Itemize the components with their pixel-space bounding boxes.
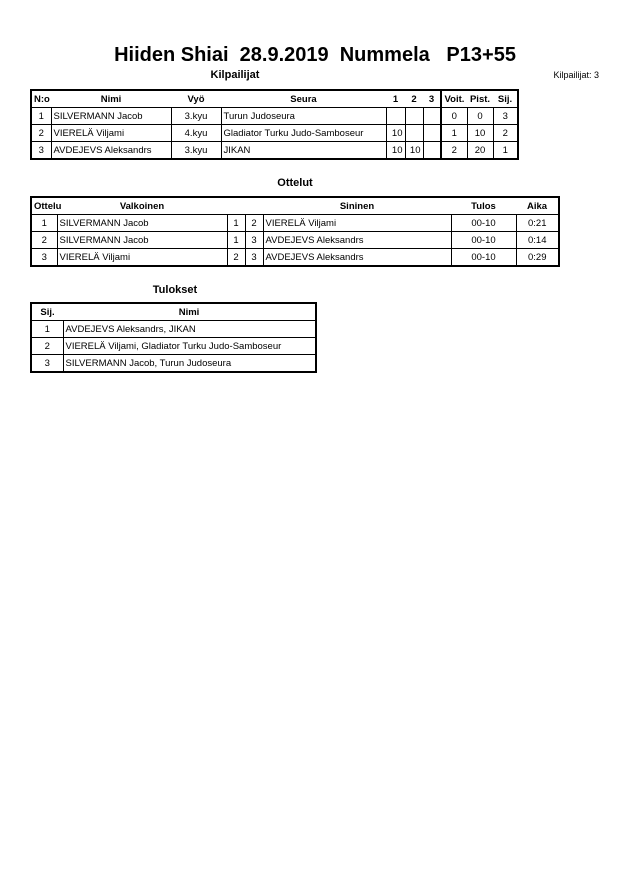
table-cell: SILVERMANN Jacob <box>56 214 228 232</box>
column-header: Valkoinen <box>119 200 165 212</box>
table-cell: 2 <box>492 124 519 142</box>
table-cell: 0 <box>440 107 468 125</box>
table-cell: AVDEJEVS Aleksandrs <box>262 231 452 249</box>
column-header: Nimi <box>100 93 122 105</box>
table-cell: 2 <box>30 231 58 249</box>
table-cell: 0:14 <box>515 231 560 249</box>
table-cell: JIKAN <box>220 141 387 160</box>
page-title: Hiiden Shiai 28.9.2019 Nummela P13+55 <box>114 44 516 66</box>
matches-heading: Ottelut <box>277 177 313 189</box>
column-header: 3 <box>428 93 435 105</box>
table-cell <box>404 124 424 142</box>
competitors-heading: Kilpailijat <box>210 69 260 81</box>
table-cell <box>404 107 424 125</box>
table-cell: AVDEJEVS Aleksandrs, JIKAN <box>62 320 317 338</box>
table-cell: 3 <box>244 231 264 249</box>
table-cell: 1 <box>226 214 246 232</box>
table-cell <box>422 124 442 142</box>
table-row: 3 AVDEJEVS Aleksandrs 3.kyu JIKAN 10 10 2 20 1 <box>30 141 519 160</box>
table-cell: VIERELÄ Viljami, Gladiator Turku Judo-Sa… <box>62 337 317 355</box>
table-cell: 1 <box>492 141 519 160</box>
table-row: 2 SILVERMANN Jacob 1 3 AVDEJEVS Aleksandrs 00… <box>30 231 560 249</box>
table-cell: 3.kyu <box>170 107 222 125</box>
column-header <box>227 197 245 215</box>
table-cell: 10 <box>404 141 424 160</box>
table-row: 1 SILVERMANN Jacob 3.kyu Turun Judoseura 0 0 3 <box>30 107 519 125</box>
table-cell: VIERELÄ Viljami <box>50 124 172 142</box>
table-cell: 10 <box>466 124 494 142</box>
table-cell: 3 <box>30 248 58 267</box>
matches-table: Ottelu Valkoinen Sininen Tulos Aika 1 SILVERMA… <box>30 196 560 267</box>
table-cell: Gladiator Turku Judo-Samboseur <box>220 124 387 142</box>
table-cell: Turun Judoseura <box>220 107 387 125</box>
competitors-table: N:o Nimi Vyö Seura 1 2 3 Voit. Pist. Sij. 1 SILVERM… <box>30 89 519 160</box>
table-cell: 00-10 <box>450 214 517 232</box>
table-cell: 10 <box>385 124 406 142</box>
column-header <box>245 197 263 215</box>
results-heading: Tulokset <box>152 284 198 296</box>
table-cell: SILVERMANN Jacob <box>50 107 172 125</box>
table-cell: 2 <box>30 337 64 355</box>
column-header: Sij. <box>497 93 513 105</box>
table-cell: AVDEJEVS Aleksandrs <box>262 248 452 267</box>
column-header: N:o <box>34 93 50 105</box>
table-cell: 4.kyu <box>170 124 222 142</box>
column-header: Pist. <box>469 93 491 105</box>
table-cell <box>422 107 442 125</box>
column-header: Vyö <box>187 93 205 105</box>
results-table: Sij. Nimi 1 AVDEJEVS Aleksandrs, JIKAN 2 VIER… <box>30 302 317 373</box>
table-row: 3 SILVERMANN Jacob, Turun Judoseura <box>30 354 317 373</box>
column-header: Aika <box>526 200 548 212</box>
column-header: Sij. <box>40 306 55 318</box>
table-cell: VIERELÄ Viljami <box>262 214 452 232</box>
table-row: 2 VIERELÄ Viljami, Gladiator Turku Judo-S… <box>30 337 317 355</box>
column-header: Voit. <box>440 90 467 108</box>
table-cell: 1 <box>226 231 246 249</box>
table-row: 1 AVDEJEVS Aleksandrs, JIKAN <box>30 320 317 338</box>
column-header: Nimi <box>178 306 200 318</box>
table-cell: 1 <box>30 107 52 125</box>
table-cell: 20 <box>466 141 494 160</box>
column-header: Sininen <box>339 200 375 212</box>
table-row: 2 VIERELÄ Viljami 4.kyu Gladiator Turku Jud… <box>30 124 519 142</box>
table-cell: 1 <box>30 214 58 232</box>
column-header: 2 <box>411 93 417 105</box>
table-cell: 3 <box>492 107 519 125</box>
table-row: 1 SILVERMANN Jacob 1 2 VIERELÄ Viljami 00-10 0… <box>30 214 560 232</box>
column-header: Ottelu <box>34 200 62 212</box>
column-header: Tulos <box>471 200 496 212</box>
table-cell: 3 <box>244 248 264 267</box>
table-cell: 2 <box>440 141 468 160</box>
table-cell: 2 <box>244 214 264 232</box>
table-cell: 1 <box>30 320 64 338</box>
table-cell: AVDEJEVS Aleksandrs <box>50 141 172 160</box>
table-cell: 2 <box>30 124 52 142</box>
table-cell: 3.kyu <box>170 141 222 160</box>
table-cell: 0 <box>466 107 494 125</box>
table-cell: VIERELÄ Viljami <box>56 248 228 267</box>
table-cell: 00-10 <box>450 231 517 249</box>
table-cell <box>385 107 406 125</box>
competitor-count: Kilpailijat: 3 <box>553 70 599 80</box>
table-cell: 0:21 <box>515 214 560 232</box>
table-cell: 3 <box>30 354 64 373</box>
table-cell: 0:29 <box>515 248 560 267</box>
table-cell: 2 <box>226 248 246 267</box>
table-cell: SILVERMANN Jacob, Turun Judoseura <box>62 354 317 373</box>
column-header: 1 <box>392 93 399 105</box>
table-cell: 00-10 <box>450 248 517 267</box>
table-cell <box>422 141 442 160</box>
table-cell: 10 <box>385 141 406 160</box>
table-cell: 1 <box>440 124 468 142</box>
table-cell: SILVERMANN Jacob <box>56 231 228 249</box>
table-row: 3 VIERELÄ Viljami 2 3 AVDEJEVS Aleksandrs 00-… <box>30 248 560 267</box>
column-header: Seura <box>290 93 317 105</box>
table-cell: 3 <box>30 141 52 160</box>
